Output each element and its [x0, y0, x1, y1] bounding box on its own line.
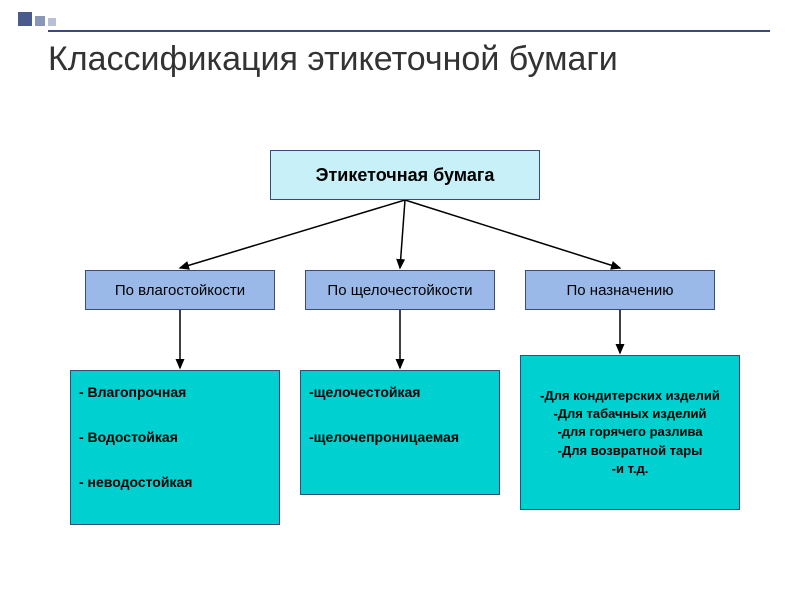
leaf-text: -щелочестойкая -щелочепроницаемая [309, 381, 459, 448]
category-label: По влагостойкости [115, 282, 245, 299]
category-alkali: По щелочестойкости [305, 270, 495, 310]
category-label: По щелочестойкости [327, 282, 472, 299]
deco-square-1 [18, 12, 32, 26]
leaf-moisture: - Влагопрочная - Водостойкая - неводосто… [70, 370, 280, 525]
corner-decoration [18, 12, 56, 26]
leaf-purpose: -Для кондитерских изделий -Для табачных … [520, 355, 740, 510]
leaf-text: -Для кондитерских изделий -Для табачных … [540, 387, 720, 478]
leaf-alkali: -щелочестойкая -щелочепроницаемая [300, 370, 500, 495]
leaf-text: - Влагопрочная - Водостойкая - неводосто… [79, 381, 192, 493]
category-purpose: По назначению [525, 270, 715, 310]
deco-square-3 [48, 18, 56, 26]
title-underline [48, 30, 770, 32]
root-label: Этикеточная бумага [316, 165, 495, 186]
classification-tree: Этикеточная бумага По влагостойкости По … [0, 140, 800, 580]
deco-square-2 [35, 16, 45, 26]
category-label: По назначению [567, 282, 674, 299]
category-moisture: По влагостойкости [85, 270, 275, 310]
page-title: Классификация этикеточной бумаги [48, 40, 618, 79]
root-node: Этикеточная бумага [270, 150, 540, 200]
